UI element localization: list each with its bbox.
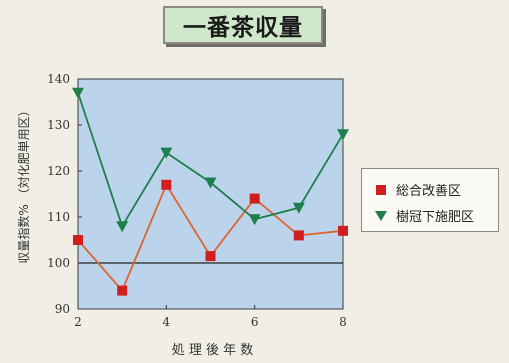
y-tick-label: 90 bbox=[55, 302, 70, 316]
series-1-point bbox=[338, 225, 348, 236]
legend-label-series-2: 樹冠下施肥区 bbox=[396, 210, 475, 225]
plot-area bbox=[77, 78, 344, 310]
legend: 総合改善区 樹冠下施肥区 bbox=[361, 168, 499, 232]
x-tick-label: 8 bbox=[339, 315, 347, 329]
y-tick-label: 130 bbox=[47, 118, 70, 132]
legend-item-series-1: 総合改善区 bbox=[372, 180, 461, 199]
x-tick-label: 4 bbox=[163, 315, 171, 329]
series-1-point bbox=[205, 251, 216, 262]
series-1-point bbox=[249, 193, 260, 204]
series-2-point bbox=[116, 221, 129, 233]
square-marker-icon bbox=[376, 184, 386, 195]
x-axis-label: 処 理 後 年 数 bbox=[172, 343, 254, 358]
series-1-point bbox=[117, 285, 128, 296]
series-1-point bbox=[293, 230, 304, 241]
series-2-point bbox=[292, 202, 305, 214]
y-tick-label: 140 bbox=[47, 72, 70, 86]
series-2-point bbox=[160, 147, 173, 159]
series-2-point bbox=[248, 214, 261, 226]
legend-label-series-1: 総合改善区 bbox=[396, 184, 462, 199]
y-tick-label: 100 bbox=[47, 256, 70, 270]
chart-title-box: 一番茶収量 bbox=[163, 6, 323, 44]
series-2-point bbox=[72, 87, 84, 99]
series-1-point bbox=[161, 179, 172, 190]
x-tick-label: 6 bbox=[251, 315, 259, 329]
legend-item-series-2: 樹冠下施肥区 bbox=[372, 206, 474, 225]
series-1-point bbox=[73, 235, 83, 245]
series-2-point bbox=[337, 129, 349, 141]
y-tick-label: 110 bbox=[47, 210, 70, 224]
y-tick-label: 120 bbox=[47, 164, 70, 178]
y-axis-label: 収量指数% （対化肥単用区） bbox=[16, 104, 31, 263]
series-2-point bbox=[204, 177, 217, 189]
triangle-marker-icon bbox=[375, 210, 387, 221]
chart-title: 一番茶収量 bbox=[183, 15, 303, 41]
x-tick-label: 2 bbox=[74, 315, 82, 329]
